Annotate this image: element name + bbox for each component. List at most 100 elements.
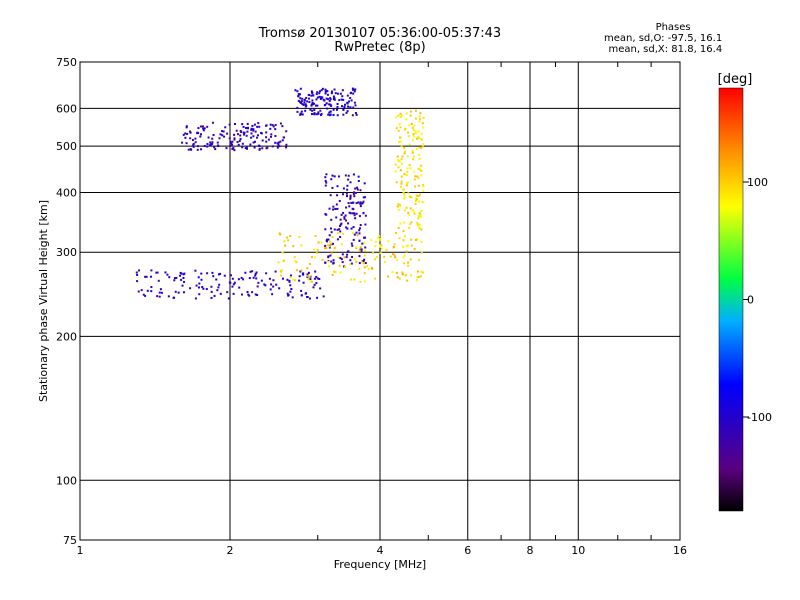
data-point — [251, 291, 254, 294]
data-point — [358, 267, 361, 270]
data-point — [422, 116, 425, 119]
data-point — [330, 218, 333, 221]
data-point — [349, 181, 352, 184]
data-point — [214, 148, 217, 151]
data-point — [265, 136, 268, 139]
data-point — [324, 90, 327, 93]
data-point — [316, 91, 319, 94]
data-point — [396, 158, 399, 161]
data-point — [403, 235, 406, 238]
colorbar-label: [deg] — [718, 72, 753, 87]
data-point — [353, 90, 356, 93]
data-point — [360, 248, 363, 251]
data-point — [400, 180, 403, 183]
data-point — [309, 274, 312, 277]
data-point — [410, 221, 413, 224]
data-point — [254, 130, 257, 133]
data-point — [358, 239, 361, 242]
data-point — [329, 227, 332, 230]
data-point — [137, 290, 140, 293]
data-point — [202, 127, 205, 130]
data-point — [233, 281, 236, 284]
data-point — [229, 144, 232, 147]
y-tick-label: 100 — [56, 474, 77, 487]
data-point — [416, 270, 419, 273]
data-point — [196, 148, 199, 151]
data-point — [335, 108, 338, 111]
data-point — [229, 140, 232, 143]
data-point — [181, 284, 184, 287]
data-point — [316, 277, 319, 280]
data-point — [421, 201, 424, 204]
data-point — [354, 187, 357, 190]
data-point — [339, 218, 342, 221]
data-point — [180, 278, 183, 281]
data-point — [304, 292, 307, 295]
data-point — [313, 277, 316, 280]
data-point — [319, 109, 322, 112]
data-point — [413, 124, 416, 127]
data-point — [349, 91, 352, 94]
data-point — [289, 274, 292, 277]
data-point — [156, 295, 159, 298]
data-point — [359, 205, 362, 208]
data-point — [248, 294, 251, 297]
data-point — [340, 98, 343, 101]
data-point — [238, 139, 241, 142]
data-point — [187, 148, 190, 151]
data-point — [255, 277, 258, 280]
data-point — [402, 188, 405, 191]
data-point — [279, 270, 282, 273]
data-point — [326, 93, 329, 96]
data-point — [364, 262, 367, 265]
data-point — [349, 263, 352, 266]
data-point — [246, 130, 249, 133]
data-point — [352, 173, 355, 176]
data-point — [265, 140, 268, 143]
data-point — [362, 259, 365, 262]
data-point — [341, 232, 344, 235]
data-point — [407, 131, 410, 134]
data-point — [271, 145, 274, 148]
data-point — [421, 122, 424, 125]
data-point — [399, 115, 402, 118]
data-point — [317, 241, 320, 244]
data-point — [250, 127, 253, 130]
data-point — [347, 100, 350, 103]
data-point — [224, 126, 227, 129]
data-point — [199, 135, 202, 138]
data-point — [394, 232, 397, 235]
data-point — [348, 211, 351, 214]
data-point — [400, 162, 403, 165]
data-point — [336, 114, 339, 117]
data-point — [168, 276, 171, 279]
data-point — [202, 287, 205, 290]
data-point — [403, 146, 406, 149]
data-point — [159, 288, 162, 291]
data-point — [418, 167, 421, 170]
data-point — [422, 189, 425, 192]
data-point — [405, 206, 408, 209]
data-point — [222, 130, 225, 133]
colorbar — [718, 87, 744, 512]
data-point — [145, 275, 148, 278]
data-point — [417, 217, 420, 220]
data-point — [411, 151, 414, 154]
data-point — [275, 283, 278, 286]
data-point — [294, 259, 297, 262]
data-point — [354, 217, 357, 220]
data-point — [326, 107, 329, 110]
data-point — [228, 281, 231, 284]
data-point — [396, 155, 399, 158]
data-point — [137, 269, 140, 272]
data-point — [395, 181, 398, 184]
data-point — [358, 229, 361, 232]
data-point — [308, 262, 311, 265]
data-point — [210, 285, 213, 288]
data-point — [416, 223, 419, 226]
data-point — [230, 142, 233, 145]
data-point — [417, 195, 420, 198]
data-point — [256, 134, 259, 137]
data-point — [298, 236, 301, 239]
data-point — [338, 199, 341, 202]
